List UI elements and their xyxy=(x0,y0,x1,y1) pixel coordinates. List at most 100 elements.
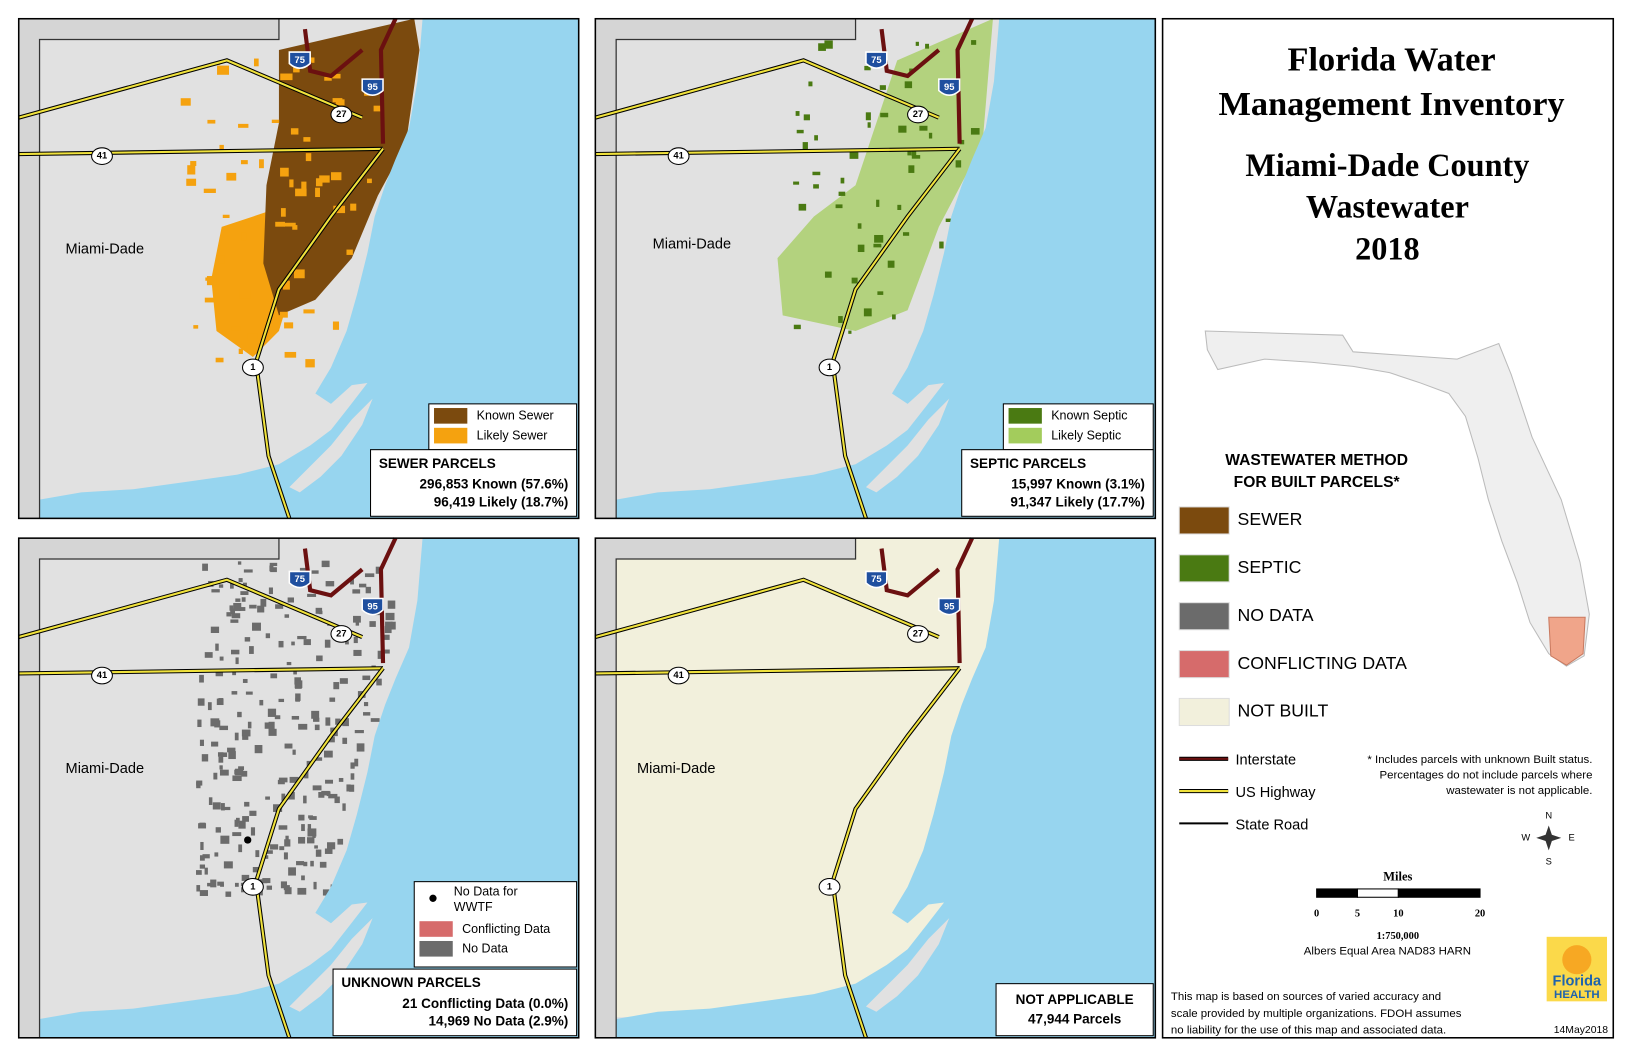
parcel xyxy=(874,234,884,243)
subtitle: Miami-Dade County xyxy=(1245,147,1529,183)
parcel xyxy=(219,769,229,776)
parcel xyxy=(350,762,355,769)
parcel xyxy=(307,57,315,63)
parcel xyxy=(204,867,208,875)
parcel xyxy=(818,43,826,51)
us-shield xyxy=(907,625,929,643)
parcel xyxy=(239,289,251,299)
parcel xyxy=(366,178,372,184)
parcel xyxy=(286,661,292,666)
parcel xyxy=(225,891,232,897)
parcel xyxy=(204,652,213,658)
road-label: US Highway xyxy=(1235,785,1316,801)
stats-title: NOT APPLICABLE xyxy=(1016,992,1134,1007)
parcel xyxy=(384,625,392,634)
legend-swatch xyxy=(1008,427,1042,444)
stats-line: 47,944 Parcels xyxy=(1028,1012,1121,1027)
shield-number: 75 xyxy=(295,574,305,584)
shield-number: 95 xyxy=(944,82,954,92)
logo-text: Florida xyxy=(1553,973,1602,989)
parcel xyxy=(904,81,913,89)
us-shield xyxy=(818,358,841,377)
parcel xyxy=(223,861,233,869)
parcel xyxy=(315,757,323,761)
parcel xyxy=(897,204,902,211)
state-road-inner xyxy=(595,59,940,119)
parcel xyxy=(235,598,241,602)
parcel xyxy=(848,330,852,334)
parcel xyxy=(238,766,245,771)
parcel xyxy=(240,160,248,165)
parcel xyxy=(199,864,206,869)
us-shield xyxy=(818,878,841,896)
parcel xyxy=(915,41,919,46)
footnote: wastewater is not applicable. xyxy=(1445,785,1592,797)
parcel xyxy=(795,111,800,116)
outside-county xyxy=(595,538,617,1038)
parcel xyxy=(187,165,196,175)
parcel xyxy=(835,204,843,209)
shield-number: 75 xyxy=(871,574,881,584)
parcel xyxy=(269,565,274,572)
parcel xyxy=(234,732,239,741)
parcel xyxy=(303,309,315,314)
us-shield xyxy=(91,666,113,685)
parcel xyxy=(350,773,355,780)
scale-segment xyxy=(1397,888,1481,898)
parcel xyxy=(202,854,210,859)
parcel xyxy=(278,640,284,648)
parcel xyxy=(824,40,833,49)
stats-line: 96,419 Likely (18.7%) xyxy=(434,494,568,509)
parcel xyxy=(814,135,818,141)
parcel xyxy=(280,73,293,81)
parcel xyxy=(303,137,311,142)
parcel xyxy=(898,125,907,133)
county-boundary xyxy=(615,538,857,1038)
interstate xyxy=(955,17,975,144)
legend-label: SEPTIC xyxy=(1238,557,1302,577)
parcel xyxy=(299,567,309,573)
parcel xyxy=(197,719,202,728)
parcel xyxy=(208,797,213,805)
legend-label: No Data for xyxy=(454,884,518,898)
parcel xyxy=(200,841,204,850)
legend-label: NO DATA xyxy=(1238,605,1314,625)
parcel xyxy=(879,85,886,90)
parcel xyxy=(364,573,375,578)
state-road-inner xyxy=(18,59,363,119)
parcel xyxy=(338,777,344,782)
parcel xyxy=(294,680,303,689)
parcel xyxy=(312,785,322,791)
parcel xyxy=(259,159,264,169)
parcel xyxy=(284,351,297,358)
stats-line: 15,997 Known (3.1%) xyxy=(1011,477,1145,492)
parcel xyxy=(210,879,217,888)
parcel xyxy=(252,622,261,631)
parcel xyxy=(301,824,305,832)
parcel xyxy=(902,232,910,236)
parcel xyxy=(857,244,865,253)
parcel xyxy=(211,589,220,593)
parcel xyxy=(352,589,361,594)
parcel xyxy=(849,152,859,159)
ocean xyxy=(616,538,1156,1038)
outside-county xyxy=(18,538,279,559)
parcel xyxy=(249,810,257,816)
parcel xyxy=(307,824,312,831)
parcel xyxy=(385,621,393,628)
scale-segment xyxy=(1316,888,1359,898)
parcel xyxy=(798,203,807,211)
parcel xyxy=(314,724,320,731)
parcel xyxy=(314,845,318,849)
county-boundary xyxy=(38,538,280,1038)
parcel xyxy=(925,43,930,49)
parcel xyxy=(306,760,311,766)
parcel xyxy=(324,76,332,81)
parcel xyxy=(342,737,348,744)
parcel xyxy=(226,172,237,181)
parcel xyxy=(231,613,241,619)
parcel xyxy=(268,728,277,736)
outside-county xyxy=(18,538,40,1038)
parcel xyxy=(218,698,224,704)
parcel xyxy=(199,855,205,861)
